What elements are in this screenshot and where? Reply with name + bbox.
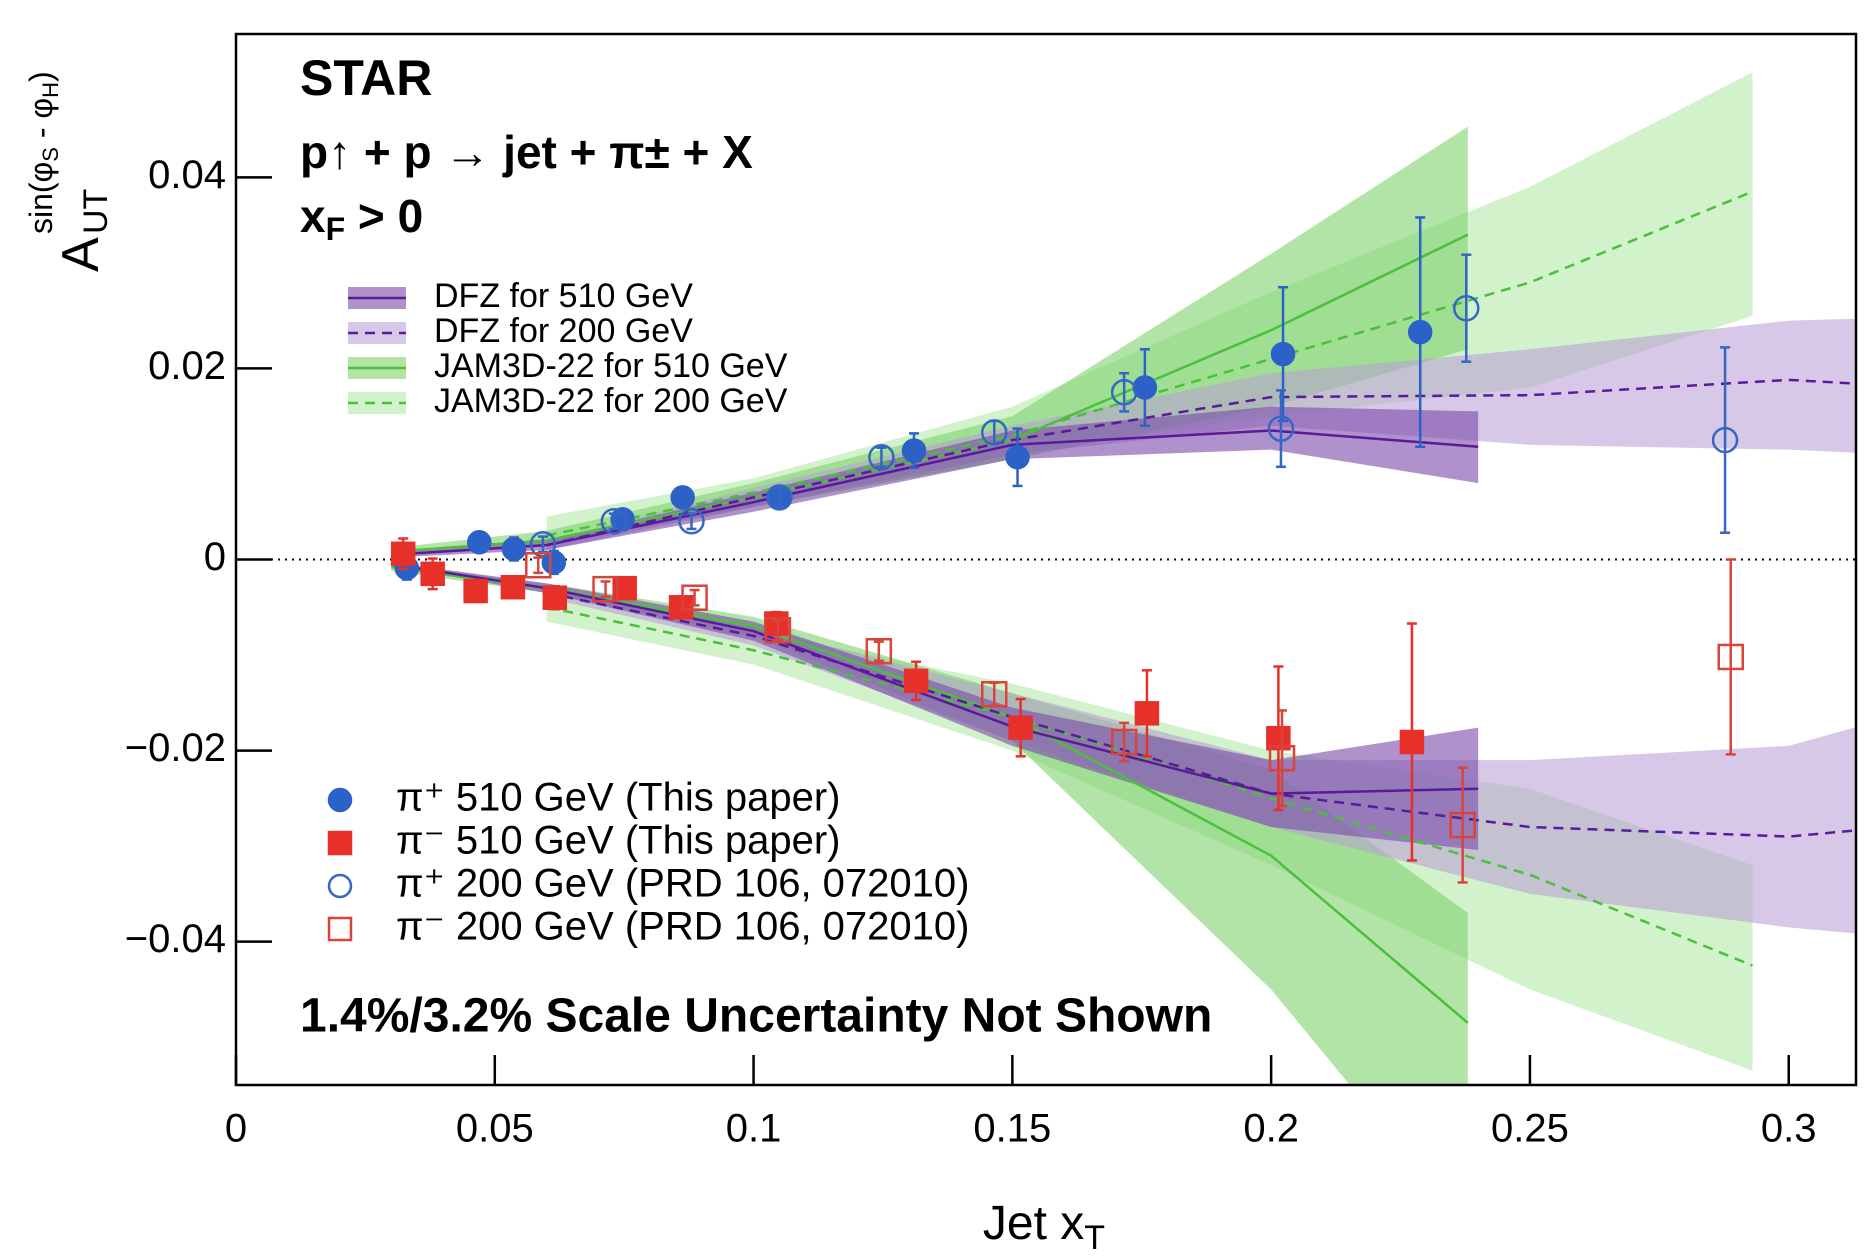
data-point <box>1711 426 1739 454</box>
data-point <box>1717 643 1744 671</box>
x-label-sub: T <box>1084 1219 1105 1257</box>
data-point <box>1005 445 1030 470</box>
y-label-sup: - φ <box>23 98 59 147</box>
model-band <box>546 72 1753 546</box>
x-tick-label: 0.15 <box>973 1107 1051 1151</box>
data-point <box>764 616 792 644</box>
x-axis-label: Jet xT <box>983 1197 1105 1257</box>
x-tick-label: 0.05 <box>456 1107 534 1151</box>
data-point <box>1453 294 1480 322</box>
data-point <box>681 584 708 611</box>
model-curve <box>546 190 1753 537</box>
data-point <box>463 578 488 604</box>
data-point <box>529 530 557 558</box>
x-tick-label: 0.3 <box>1761 1107 1817 1151</box>
data-point <box>1266 725 1291 751</box>
data-point <box>980 680 1008 708</box>
data-point <box>612 575 637 601</box>
y-label-sup: sin(φ <box>23 162 59 234</box>
data-point <box>600 508 628 535</box>
data-point <box>766 484 793 511</box>
data-point <box>1270 341 1296 367</box>
data-point <box>501 536 527 562</box>
data-point <box>868 444 895 471</box>
y-tick-label: 0 <box>204 535 226 579</box>
x-label-main: Jet x <box>983 1197 1084 1250</box>
data-point <box>500 574 526 600</box>
legend-label: π⁺ 510 GeV (This paper) <box>396 776 840 820</box>
subtitle: p↑ + p → jet + π± + X <box>300 126 753 178</box>
data-point <box>901 438 927 463</box>
legend-label: JAM3D-22 for 200 GeV <box>434 382 788 420</box>
axes: 0 0.05 0.1 0.15 0.2 0.25 0.3 −0.04 −0.02 0 0.02 0.0… <box>125 153 1817 1151</box>
condition-main: x <box>300 190 326 242</box>
legend-label: DFZ for 510 GeV <box>434 277 693 315</box>
model-curve <box>546 378 1856 547</box>
legend-label: π⁻ 200 GeV (PRD 106, 072010) <box>396 905 969 949</box>
data-point <box>1008 715 1033 740</box>
y-tick-label: 0.04 <box>148 153 226 197</box>
chart-title: STAR <box>300 50 432 106</box>
condition-sub: F <box>326 211 346 247</box>
data-point <box>668 595 694 620</box>
annotation: 1.4%/3.2% Scale Uncertainty Not Shown <box>300 990 1212 1043</box>
legend-label: JAM3D-22 for 510 GeV <box>434 347 788 385</box>
model-curve <box>546 606 1753 967</box>
plot-area <box>236 72 1856 1085</box>
data-point <box>1268 744 1296 772</box>
data-point <box>592 575 619 603</box>
x-tick-label: 0 <box>225 1107 247 1151</box>
data-point <box>903 668 929 694</box>
data-point <box>1399 729 1425 755</box>
data-point <box>327 830 353 856</box>
data-point <box>467 530 492 555</box>
x-tick-label: 0.25 <box>1491 1107 1569 1151</box>
y-label-sup: S <box>38 147 63 162</box>
y-label-sup: ) <box>23 71 59 82</box>
data-point <box>764 611 789 636</box>
data-point <box>390 541 416 567</box>
y-label-sup: H <box>38 82 63 98</box>
data-point <box>1267 415 1295 442</box>
x-tick-label: 0.2 <box>1243 1107 1299 1151</box>
data-point <box>1110 379 1138 406</box>
model-band <box>391 564 1468 1085</box>
data-point <box>327 873 353 899</box>
data-point <box>1134 701 1160 726</box>
x-tick-label: 0.1 <box>726 1107 782 1151</box>
legend-label: π⁺ 200 GeV (PRD 106, 072010) <box>396 862 969 906</box>
legend-swatch <box>348 322 406 344</box>
legend-swatch <box>348 392 406 414</box>
data-point <box>327 916 353 942</box>
y-axis-label: AUT sin(φS - φH) <box>23 71 115 272</box>
y-tick-label: −0.04 <box>125 917 226 961</box>
data-point <box>980 419 1008 446</box>
data-point <box>1407 319 1433 345</box>
y-tick-label: 0.02 <box>148 344 226 388</box>
model-band <box>546 318 1856 550</box>
data-point <box>670 485 695 510</box>
data-point <box>525 551 552 579</box>
data-point <box>1110 728 1138 756</box>
legend-label: DFZ for 200 GeV <box>434 312 693 350</box>
data-point <box>420 561 445 587</box>
data-point <box>1132 375 1158 400</box>
data-point <box>327 787 353 813</box>
condition-rest: > 0 <box>345 190 423 242</box>
data-point <box>865 637 893 665</box>
y-tick-label: −0.02 <box>125 726 226 770</box>
legend-label: π⁻ 510 GeV (This paper) <box>396 819 840 863</box>
y-label-main: A <box>52 237 110 272</box>
data-point <box>1449 811 1476 839</box>
data-point <box>542 585 568 610</box>
condition: xF > 0 <box>300 190 423 247</box>
data-point <box>678 508 705 535</box>
y-label-sub: UT <box>77 189 115 234</box>
